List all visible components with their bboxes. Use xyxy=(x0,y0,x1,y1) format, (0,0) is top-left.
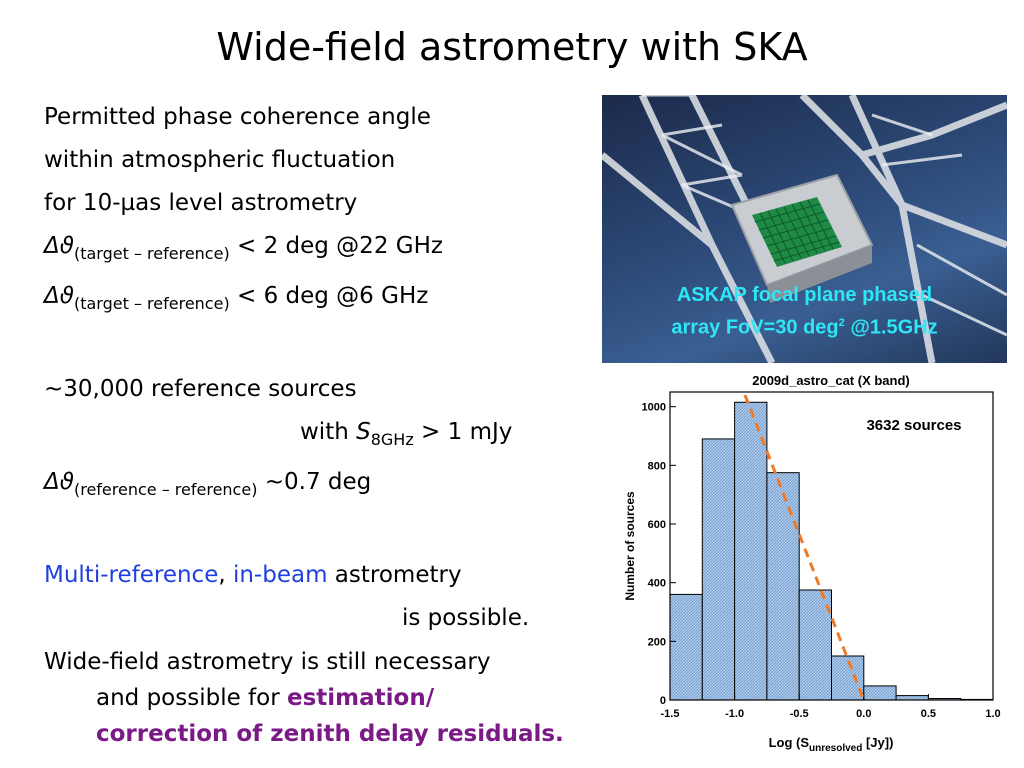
caption-text: array FoV=30 deg xyxy=(671,316,839,339)
histogram-bar xyxy=(701,438,736,701)
x-tick-label: -1.5 xyxy=(661,708,680,720)
caption-text: @1.5GHz xyxy=(844,316,938,339)
text-line-3: for 10-µas level astrometry xyxy=(44,190,358,216)
text-line-1: Permitted phase coherence angle xyxy=(44,104,431,130)
chart-title: 2009d_astro_cat (X band) xyxy=(752,373,910,388)
x-tick-label: -1.0 xyxy=(725,708,744,720)
histogram-bar xyxy=(734,401,768,701)
spacer xyxy=(44,511,604,554)
x-tick-label: 0.0 xyxy=(856,708,871,720)
y-tick-label: 800 xyxy=(648,460,666,472)
phased-array-icon xyxy=(752,197,842,267)
caption-line-2: array FoV=30 deg2 @1.5GHz xyxy=(602,309,1007,342)
text-line-10: is possible. xyxy=(402,605,530,631)
text-line-12: and possible for estimation/ xyxy=(44,680,604,716)
text-line-9: Multi-reference, in-beam astrometry xyxy=(44,554,604,597)
x-tick-label: 1.0 xyxy=(985,708,1000,720)
histogram-bar xyxy=(766,472,800,701)
askap-photo: ASKAP focal plane phased array FoV=30 de… xyxy=(602,95,1007,363)
text-line-11: Wide-field astrometry is still necessary xyxy=(44,649,491,675)
x-tick-label: -0.5 xyxy=(790,708,809,720)
text-line-8: Δϑ(reference – reference) ~0.7 deg xyxy=(44,461,604,511)
histogram-chart: -1.5 -1.0 -0.5 0.0 0.5 1.0 0 200 400 600 800 1000 2… xyxy=(623,373,1001,754)
y-tick-label: 0 xyxy=(660,695,666,707)
subscript: (target – reference) xyxy=(73,294,230,313)
x-tick-label: 0.5 xyxy=(921,708,936,720)
text-prefix: with xyxy=(300,419,357,445)
trend-line xyxy=(743,394,866,701)
s-symbol: S xyxy=(356,419,371,445)
delta-theta-symbol: Δϑ xyxy=(44,233,74,259)
y-tick-label: 1000 xyxy=(642,402,666,414)
plot-frame xyxy=(669,391,994,701)
slide-body: Permitted phase coherence angle within a… xyxy=(44,96,604,752)
highlight-multi-reference: Multi-reference xyxy=(44,562,219,588)
y-tick-label: 200 xyxy=(648,636,666,648)
x-axis-label-subscript: unresolved xyxy=(809,743,862,754)
x-axis-label: Log (Sunresolved [Jy]) xyxy=(769,735,894,754)
delta-theta-symbol: Δϑ xyxy=(44,469,74,495)
y-tick-label: 400 xyxy=(648,578,666,590)
text-line-13: correction of zenith delay residuals. xyxy=(96,721,564,747)
caption-line-1: ASKAP focal plane phased xyxy=(676,284,933,306)
text-line-4: Δϑ(target – reference) < 2 deg @22 GHz xyxy=(44,225,604,275)
caption-superscript: 2 xyxy=(838,317,845,329)
askap-illustration xyxy=(602,95,1007,363)
subscript: (target – reference) xyxy=(73,244,230,263)
histogram-bar xyxy=(798,589,832,701)
text-value: astrometry xyxy=(327,562,462,588)
spacer xyxy=(44,325,604,368)
photo-caption: ASKAP focal plane phased array FoV=30 de… xyxy=(602,281,1007,342)
x-axis-label-main: Log (S xyxy=(769,735,810,750)
histogram-bar xyxy=(863,685,897,701)
subscript: (reference – reference) xyxy=(73,480,258,499)
text-line-2: within atmospheric fluctuation xyxy=(44,147,396,173)
text-line-5: Δϑ(target – reference) < 6 deg @6 GHz xyxy=(44,275,604,325)
text-line-7: with S8GHz > 1 mJy xyxy=(44,411,604,461)
subscript: 8GHz xyxy=(370,430,414,449)
highlight-in-beam: in-beam xyxy=(232,562,328,588)
highlight-estimation: estimation/ xyxy=(287,685,435,711)
y-axis-label: Number of sources xyxy=(623,491,637,601)
histogram-bar xyxy=(669,593,703,701)
histogram-bar xyxy=(895,695,929,701)
text-value: < 6 deg @6 GHz xyxy=(229,283,429,309)
delta-theta-symbol: Δϑ xyxy=(44,283,74,309)
text-prefix: and possible for xyxy=(96,685,287,711)
chart-annotation: 3632 sources xyxy=(866,417,961,434)
text-value: < 2 deg @22 GHz xyxy=(229,233,443,259)
x-axis-label-unit: [Jy]) xyxy=(862,735,893,750)
slide-title: Wide-field astrometry with SKA xyxy=(216,25,808,69)
text-value: ~0.7 deg xyxy=(257,469,372,495)
y-tick-label: 600 xyxy=(648,519,666,531)
text-line-6: ~30,000 reference sources xyxy=(44,376,357,402)
text-comma: , xyxy=(218,562,233,588)
text-value: > 1 mJy xyxy=(413,419,513,445)
